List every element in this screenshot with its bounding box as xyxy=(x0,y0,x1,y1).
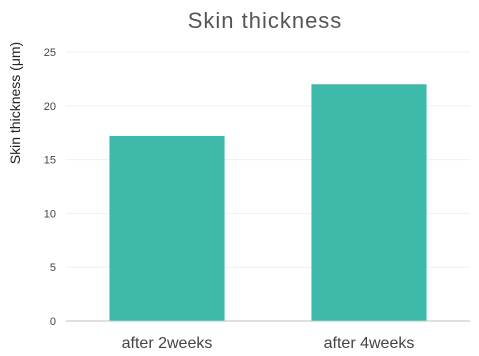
bar xyxy=(311,84,427,321)
bars xyxy=(109,84,427,321)
y-axis-label: Skin thickness (μm) xyxy=(7,42,23,164)
y-tick-label: 10 xyxy=(44,208,56,220)
y-tick-label: 0 xyxy=(50,316,56,328)
x-axis-categories: after 2weeks after 4weeks xyxy=(122,335,415,352)
y-axis-ticks: 0 5 10 15 20 25 xyxy=(44,47,56,328)
y-tick-label: 25 xyxy=(44,47,56,59)
y-tick-label: 15 xyxy=(44,155,56,167)
bar xyxy=(109,135,225,321)
x-category-label: after 4weeks xyxy=(324,335,415,352)
y-tick-label: 5 xyxy=(50,262,56,274)
x-category-label: after 2weeks xyxy=(122,335,213,352)
y-tick-label: 20 xyxy=(44,101,56,113)
chart-title: Skin thickness xyxy=(188,8,343,33)
